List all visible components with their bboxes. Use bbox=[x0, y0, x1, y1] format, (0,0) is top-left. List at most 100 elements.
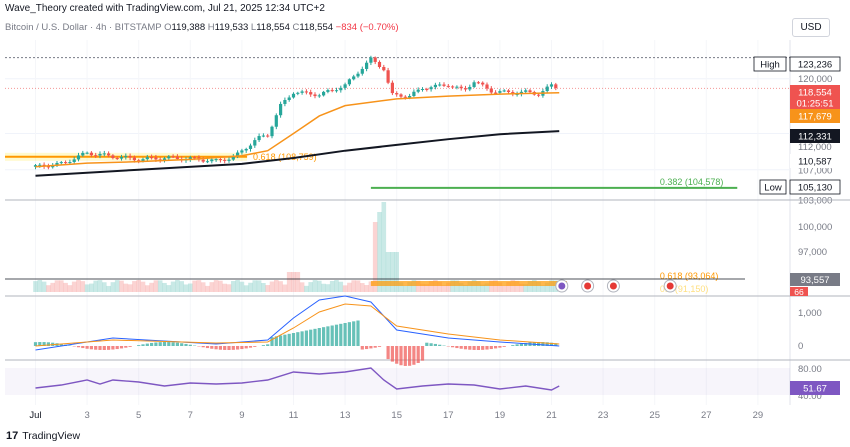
candle-body bbox=[317, 95, 321, 97]
ohlc-legend: Bitcoin / U.S. Dollar · 4h · BITSTAMP O1… bbox=[5, 22, 399, 33]
macd-bar bbox=[429, 343, 433, 346]
volume-bar bbox=[501, 285, 507, 292]
price-label-tag bbox=[759, 179, 787, 195]
candle-body bbox=[300, 91, 304, 93]
candle-body bbox=[68, 162, 72, 164]
candle-body bbox=[55, 162, 59, 166]
candle-body bbox=[386, 70, 390, 83]
price-label-value: 117,679 bbox=[798, 112, 832, 123]
candle-body bbox=[506, 90, 511, 93]
time-tick-label: 13 bbox=[340, 410, 351, 421]
volume-bar bbox=[364, 284, 369, 292]
volume-bar bbox=[67, 285, 73, 292]
volume-bar bbox=[291, 272, 296, 292]
us-flag-icon-dot bbox=[666, 282, 674, 290]
volume-value: 93,557 bbox=[800, 275, 829, 286]
symbol-name[interactable]: Bitcoin / U.S. Dollar · 4h · BITSTAMP bbox=[5, 22, 162, 33]
macd-bar bbox=[408, 346, 412, 366]
us-flag-icon bbox=[581, 279, 595, 293]
volume-bar bbox=[80, 281, 86, 292]
macd-bar bbox=[218, 346, 222, 350]
candle-body bbox=[356, 73, 360, 77]
candle-body bbox=[416, 89, 420, 92]
macd-bar bbox=[309, 329, 313, 346]
macd-bar bbox=[334, 324, 339, 346]
candle-body bbox=[291, 93, 296, 98]
macd-bar bbox=[403, 346, 407, 366]
macd-bar bbox=[261, 345, 265, 346]
candle-body bbox=[382, 66, 386, 71]
macd-bar bbox=[377, 346, 382, 347]
candle-body bbox=[326, 90, 330, 92]
volume-bar bbox=[63, 282, 68, 292]
macd-bar bbox=[248, 346, 253, 348]
close-label: C bbox=[292, 22, 300, 33]
time-tick-label: 29 bbox=[753, 410, 764, 421]
change-value: −834 (−0.70%) bbox=[335, 22, 399, 33]
macd-bar bbox=[322, 327, 326, 346]
volume-bar bbox=[145, 285, 150, 292]
candle-body bbox=[64, 162, 68, 164]
time-tick-label: 3 bbox=[84, 410, 89, 421]
macd-bar bbox=[111, 346, 115, 350]
candle-body bbox=[459, 86, 463, 89]
price-label-value: 01:25:51 bbox=[797, 99, 834, 110]
time-tick-label: 21 bbox=[546, 410, 557, 421]
volume-bar bbox=[140, 281, 146, 292]
fib-label-0382: 0.382 (104,578) bbox=[660, 177, 724, 187]
currency-button[interactable]: USD bbox=[792, 18, 830, 37]
volume-bar bbox=[282, 284, 288, 292]
candle-body bbox=[98, 153, 102, 156]
volume-bar bbox=[325, 284, 331, 292]
candle-body bbox=[210, 159, 214, 162]
volume-bar bbox=[33, 281, 38, 292]
macd-bar bbox=[201, 346, 205, 348]
volume-bar bbox=[127, 284, 133, 292]
macd-bar bbox=[184, 343, 188, 346]
macd-bar bbox=[128, 346, 132, 347]
macd-bar bbox=[137, 345, 141, 346]
price-label-box bbox=[790, 154, 840, 168]
macd-bar bbox=[119, 346, 124, 349]
volume-bar bbox=[196, 280, 202, 292]
candle-body bbox=[524, 90, 528, 92]
volume-bar bbox=[89, 283, 94, 292]
volume-bar bbox=[428, 280, 434, 292]
candle-body bbox=[489, 88, 493, 93]
candle-body bbox=[248, 145, 253, 149]
volume-bar bbox=[41, 281, 47, 292]
macd-bar bbox=[468, 346, 472, 350]
price-axis-label bbox=[759, 179, 841, 195]
macd-bar bbox=[210, 346, 214, 349]
candle-body bbox=[502, 90, 506, 92]
volume-bar bbox=[329, 281, 335, 292]
price-label-value: 110,587 bbox=[798, 157, 832, 168]
candle-body bbox=[115, 158, 119, 160]
candle-body bbox=[377, 61, 382, 67]
volume-bar bbox=[226, 284, 232, 292]
macd-bar bbox=[304, 330, 308, 346]
candle-body bbox=[365, 62, 369, 69]
candle-body bbox=[270, 126, 274, 137]
volume-value-box bbox=[790, 273, 840, 286]
volume-bar bbox=[446, 282, 451, 292]
volume-bar bbox=[261, 282, 266, 292]
macd-bar bbox=[124, 346, 128, 348]
macd-bar bbox=[223, 346, 227, 350]
macd-bar bbox=[433, 343, 437, 346]
volume-bar bbox=[394, 252, 399, 292]
macd-bar bbox=[145, 343, 149, 346]
volume-fib-label-05: 0.5 (91,150) bbox=[660, 284, 709, 294]
price-tick-label: 107,000 bbox=[798, 165, 832, 176]
volume-bar bbox=[317, 280, 322, 292]
candle-body bbox=[347, 79, 351, 85]
candle-body bbox=[72, 159, 76, 163]
macd-bar bbox=[180, 343, 184, 346]
volume-bar bbox=[110, 282, 116, 292]
volume-bar bbox=[132, 281, 137, 292]
macd-bar bbox=[339, 323, 343, 346]
candle-body bbox=[283, 99, 287, 104]
candle-body bbox=[425, 88, 429, 90]
volume-bar bbox=[59, 280, 64, 292]
volume-bar bbox=[407, 282, 412, 292]
